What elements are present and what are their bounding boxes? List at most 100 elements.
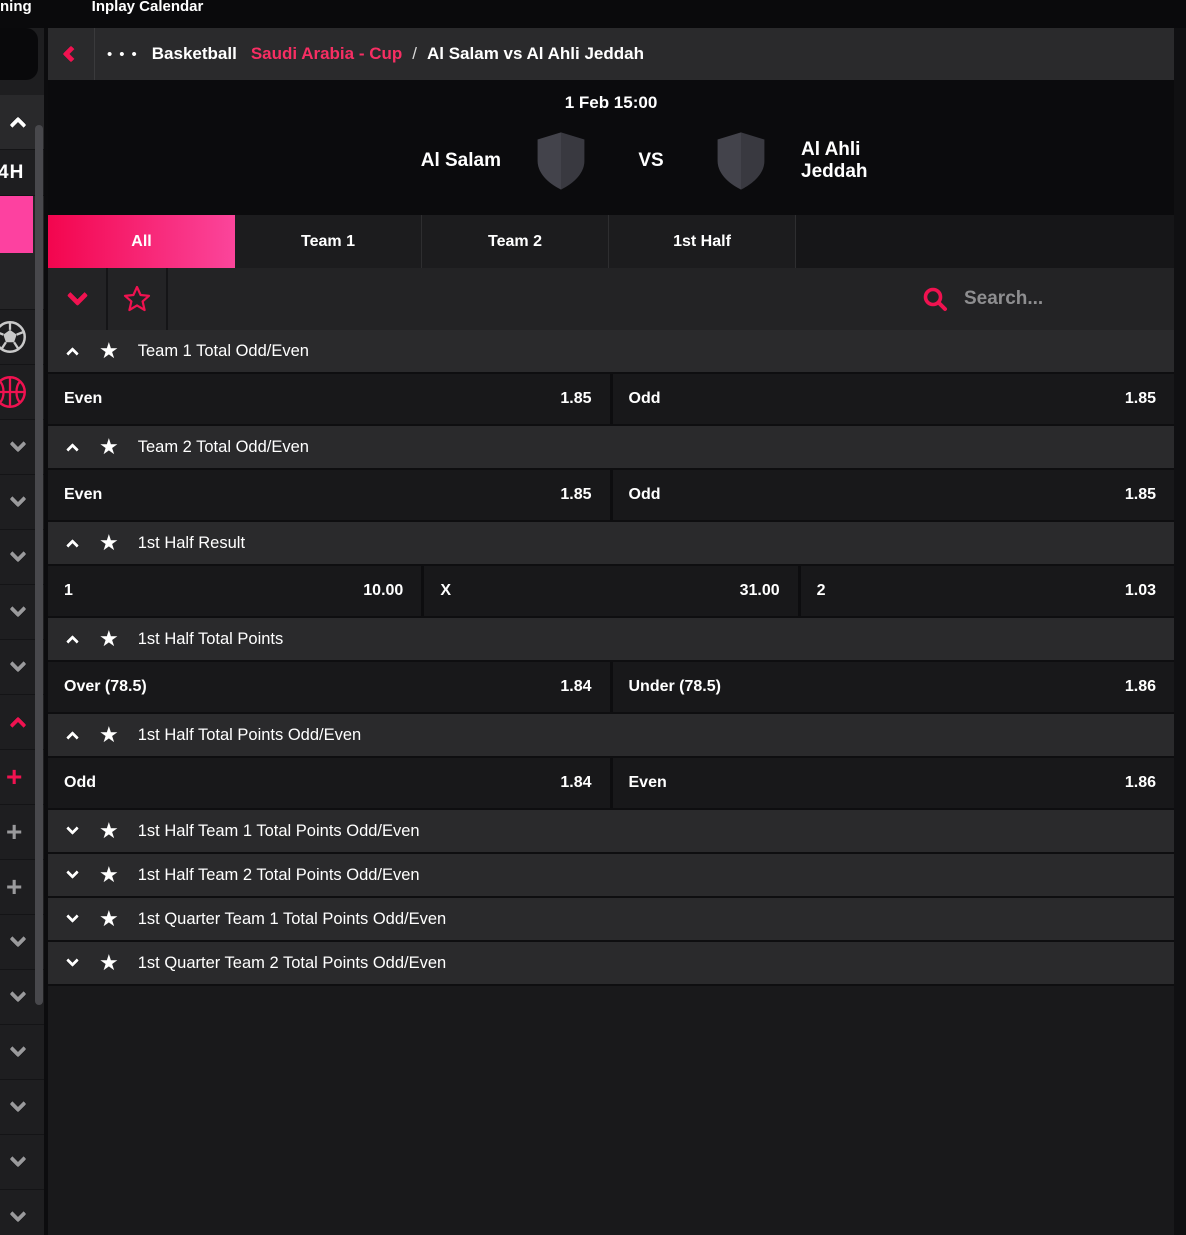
market-header[interactable]: ★ 1st Quarter Team 1 Total Points Odd/Eve… bbox=[48, 898, 1174, 942]
outcome-odds: 1.03 bbox=[1124, 582, 1156, 599]
favorite-star-icon[interactable]: ★ bbox=[99, 626, 119, 651]
nav-link-inplay-calendar[interactable]: Inplay Calendar bbox=[91, 0, 204, 15]
outcomes-row: Over (78.5) 1.84 Under (78.5) 1.86 bbox=[48, 662, 1174, 714]
chevron-down-icon bbox=[9, 545, 27, 563]
market-header[interactable]: ★ Team 1 Total Odd/Even bbox=[48, 330, 1174, 374]
outcome-cell[interactable]: Over (78.5) 1.84 bbox=[48, 662, 610, 712]
chevron-down-icon bbox=[9, 1040, 27, 1058]
match-panel: ••• Basketball Saudi Arabia - Cup / Al S… bbox=[48, 28, 1174, 1235]
sidebar-item-soccer[interactable] bbox=[0, 310, 44, 365]
sidebar-item-0[interactable] bbox=[0, 95, 44, 150]
sidebar-item-18[interactable] bbox=[0, 1080, 44, 1135]
market-header[interactable]: ★ 1st Half Total Points bbox=[48, 618, 1174, 662]
market-header[interactable]: ★ 1st Half Total Points Odd/Even bbox=[48, 714, 1174, 758]
favorite-star-icon[interactable]: ★ bbox=[99, 906, 119, 931]
favorite-star-icon[interactable]: ★ bbox=[99, 530, 119, 555]
nav-link-partial[interactable]: ning bbox=[0, 0, 32, 15]
sidebar-item-7[interactable] bbox=[0, 475, 44, 530]
sidebar-item-add[interactable]: + bbox=[0, 805, 44, 860]
favorite-star-icon[interactable]: ★ bbox=[99, 434, 119, 459]
outcome-label: Even bbox=[64, 486, 103, 503]
sidebar-item-8[interactable] bbox=[0, 530, 44, 585]
outcome-cell[interactable]: 2 1.03 bbox=[797, 566, 1174, 616]
outcome-odds: 1.84 bbox=[560, 774, 592, 791]
sidebar-item-9[interactable] bbox=[0, 585, 44, 640]
sidebar-item-15[interactable] bbox=[0, 915, 44, 970]
sidebar-item-19[interactable] bbox=[0, 1135, 44, 1190]
favorite-star-icon[interactable]: ★ bbox=[99, 818, 119, 843]
outcome-label: Odd bbox=[628, 390, 661, 407]
sidebar-scrollbar-thumb[interactable] bbox=[35, 125, 43, 1005]
outcome-label: Odd bbox=[64, 774, 96, 791]
outcome-cell[interactable]: Even 1.86 bbox=[609, 758, 1174, 808]
sidebar-item-6[interactable] bbox=[0, 420, 44, 475]
match-datetime: 1 Feb 15:00 bbox=[564, 93, 658, 112]
chevron-up-icon bbox=[9, 716, 27, 734]
outcomes-row: Odd 1.84 Even 1.86 bbox=[48, 758, 1174, 810]
outcome-cell[interactable]: Odd 1.84 bbox=[48, 758, 610, 808]
outcome-cell[interactable]: Even 1.85 bbox=[48, 470, 610, 520]
breadcrumb-match: Al Salam vs Al Ahli Jeddah bbox=[427, 44, 644, 63]
favorites-filter-button[interactable] bbox=[108, 268, 168, 330]
chevron-down-icon bbox=[66, 284, 88, 306]
sidebar-item-label[interactable]: 4H bbox=[0, 150, 44, 196]
market-header[interactable]: ★ Team 2 Total Odd/Even bbox=[48, 426, 1174, 470]
breadcrumb-competition[interactable]: Saudi Arabia - Cup bbox=[250, 44, 403, 63]
outcome-odds: 10.00 bbox=[363, 582, 404, 599]
collapse-all-button[interactable] bbox=[48, 268, 108, 330]
outcome-label: Under (78.5) bbox=[628, 678, 721, 695]
sidebar-item-17[interactable] bbox=[0, 1025, 44, 1080]
teams-row: Al Salam VS Al Ahli Jeddah bbox=[48, 130, 1174, 192]
outcomes-row: 1 10.00 X 31.00 2 1.03 bbox=[48, 566, 1174, 618]
market-header[interactable]: ★ 1st Quarter Team 2 Total Points Odd/Eve… bbox=[48, 942, 1174, 986]
sidebar-item-20[interactable] bbox=[0, 1190, 44, 1235]
outcome-cell[interactable]: Odd 1.85 bbox=[609, 470, 1174, 520]
more-options-icon[interactable]: ••• bbox=[107, 45, 144, 63]
tab-1st-half[interactable]: 1st Half bbox=[609, 215, 796, 268]
outcome-odds: 1.84 bbox=[560, 678, 592, 695]
outcome-cell[interactable]: Odd 1.85 bbox=[609, 374, 1174, 424]
chevron-down-icon bbox=[9, 1205, 27, 1223]
tab-team-1[interactable]: Team 1 bbox=[235, 215, 422, 268]
market-header[interactable]: ★ 1st Half Result bbox=[48, 522, 1174, 566]
filter-bar bbox=[48, 268, 1174, 330]
outcome-cell[interactable]: X 31.00 bbox=[421, 566, 798, 616]
outcome-cell[interactable]: 1 10.00 bbox=[48, 566, 422, 616]
favorite-star-icon[interactable]: ★ bbox=[99, 722, 119, 747]
tab-team-2[interactable]: Team 2 bbox=[422, 215, 609, 268]
sidebar-item-16[interactable] bbox=[0, 970, 44, 1025]
top-nav-bar: ning Inplay Calendar bbox=[0, 0, 1186, 28]
collapse-chevron-icon bbox=[66, 731, 79, 744]
search-icon bbox=[923, 287, 947, 311]
favorite-star-icon[interactable]: ★ bbox=[99, 950, 119, 975]
tab-all[interactable]: All bbox=[48, 215, 235, 268]
favorite-star-icon[interactable]: ★ bbox=[99, 338, 119, 363]
sidebar-item-10[interactable] bbox=[0, 640, 44, 695]
content-filler bbox=[48, 986, 1174, 1235]
favorite-star-icon[interactable]: ★ bbox=[99, 862, 119, 887]
sidebar-item-basketball[interactable] bbox=[0, 365, 44, 420]
chevron-down-icon bbox=[9, 985, 27, 1003]
outcomes-row: Even 1.85 Odd 1.85 bbox=[48, 374, 1174, 426]
sidebar-item-add[interactable]: + bbox=[0, 750, 44, 805]
sidebar-item-add[interactable]: + bbox=[0, 860, 44, 915]
outcome-cell[interactable]: Even 1.85 bbox=[48, 374, 610, 424]
outcome-odds: 31.00 bbox=[739, 582, 780, 599]
breadcrumb-separator: / bbox=[412, 44, 417, 63]
back-button[interactable] bbox=[48, 28, 95, 80]
expand-chevron-icon bbox=[66, 822, 79, 835]
outcome-label: Over (78.5) bbox=[64, 678, 147, 695]
market-header[interactable]: ★ 1st Half Team 1 Total Points Odd/Even bbox=[48, 810, 1174, 854]
search-input[interactable] bbox=[964, 288, 1104, 310]
outcome-odds: 1.85 bbox=[1124, 390, 1156, 407]
outcome-cell[interactable]: Under (78.5) 1.86 bbox=[609, 662, 1174, 712]
sidebar-active-item[interactable] bbox=[0, 196, 44, 253]
plus-icon: + bbox=[6, 761, 23, 792]
market-name: 1st Quarter Team 1 Total Points Odd/Even bbox=[137, 909, 447, 928]
sidebar-item-11[interactable] bbox=[0, 695, 44, 750]
breadcrumb-sport[interactable]: Basketball bbox=[151, 44, 237, 63]
search-box[interactable] bbox=[922, 286, 1104, 312]
market-header[interactable]: ★ 1st Half Team 2 Total Points Odd/Even bbox=[48, 854, 1174, 898]
away-team-shield-icon bbox=[717, 132, 765, 190]
collapse-chevron-icon bbox=[66, 347, 79, 360]
